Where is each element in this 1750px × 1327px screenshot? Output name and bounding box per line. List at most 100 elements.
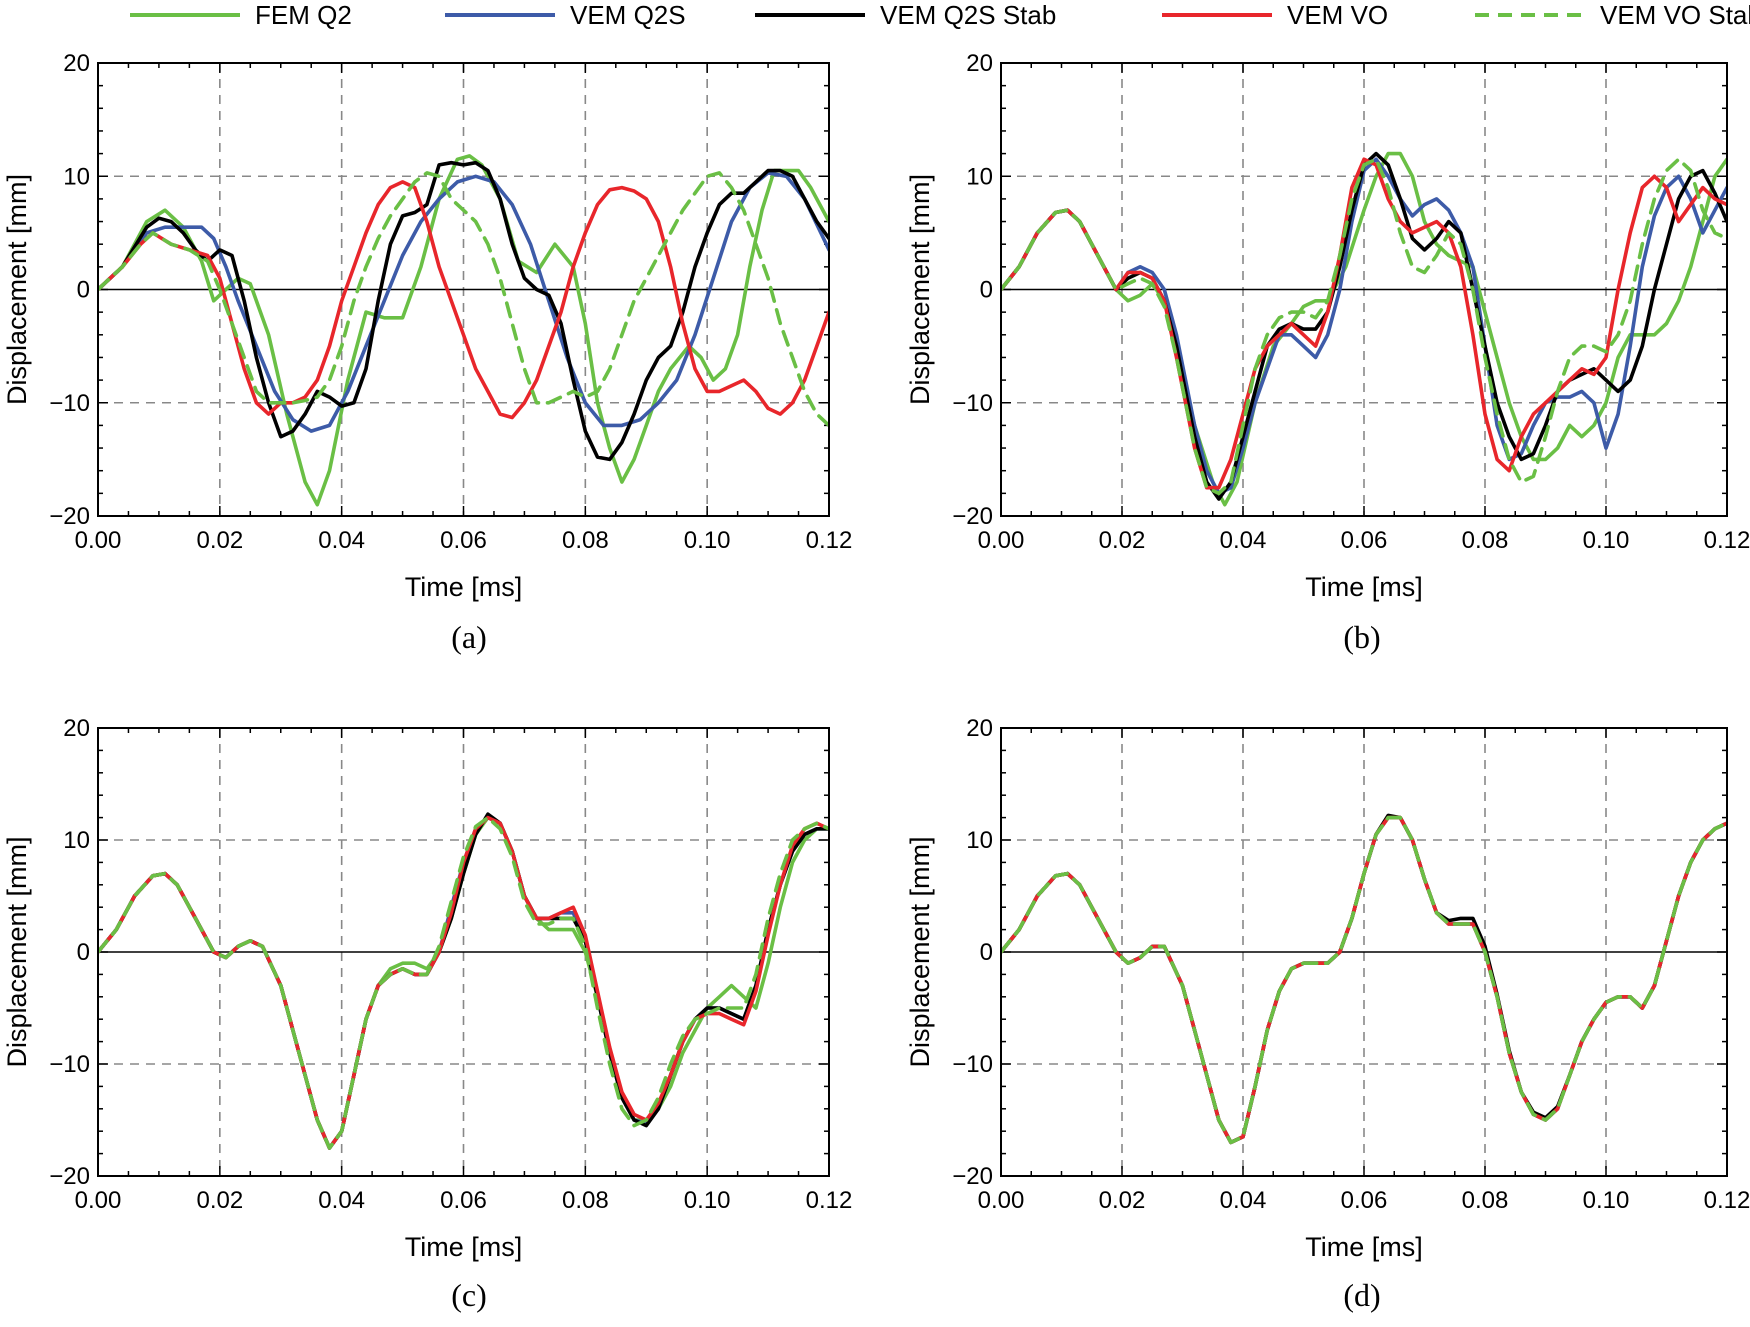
x-tick-label: 0.08 bbox=[562, 527, 609, 554]
y-tick-label: −10 bbox=[952, 1051, 993, 1078]
y-tick-labels: −20 −10 0 10 20 bbox=[952, 50, 993, 530]
panel-caption: (c) bbox=[451, 1277, 487, 1313]
y-tick-label: 20 bbox=[966, 50, 993, 77]
series-group bbox=[98, 812, 829, 1150]
y-axis-label: Displacement [mm] bbox=[905, 174, 935, 405]
x-tick-label: 0.10 bbox=[684, 527, 731, 554]
y-tick-label: 0 bbox=[77, 277, 90, 304]
x-tick-label: 0.06 bbox=[440, 527, 487, 554]
series-vem-q2s bbox=[1001, 815, 1727, 1145]
series-vem-q2s-stab bbox=[98, 160, 829, 462]
x-tick-label: 0.10 bbox=[1583, 1187, 1630, 1214]
x-tick-label: 0.12 bbox=[1704, 527, 1750, 554]
y-tick-labels: −20 −10 0 10 20 bbox=[49, 50, 90, 530]
y-tick-label: 10 bbox=[63, 827, 90, 854]
series-vem-vo bbox=[98, 180, 829, 420]
x-tick-labels: 0.00 0.02 0.04 0.06 0.08 0.10 0.12 bbox=[978, 1187, 1750, 1214]
legend-label: FEM Q2 bbox=[255, 0, 352, 30]
y-tick-label: −10 bbox=[49, 390, 90, 417]
legend-label: VEM VO Stab bbox=[1600, 0, 1750, 30]
x-tick-label: 0.04 bbox=[318, 1187, 365, 1214]
y-tick-label: 0 bbox=[980, 939, 993, 966]
x-tick-labels: 0.00 0.02 0.04 0.06 0.08 0.10 0.12 bbox=[75, 1187, 853, 1214]
series-vem-q2s bbox=[98, 171, 829, 433]
y-axis-label: Displacement [mm] bbox=[905, 836, 935, 1067]
y-tick-label: −20 bbox=[49, 503, 90, 530]
y-tick-label: 20 bbox=[63, 50, 90, 77]
panel-a: 0.00 0.02 0.04 0.06 0.08 0.10 0.12 −20 −10 0 10 20 T… bbox=[2, 50, 852, 655]
y-tick-labels: −20 −10 0 10 20 bbox=[952, 715, 993, 1190]
y-axis-label: Displacement [mm] bbox=[2, 174, 32, 405]
x-tick-label: 0.08 bbox=[562, 1187, 609, 1214]
x-tick-label: 0.00 bbox=[75, 1187, 122, 1214]
series-fem-q2 bbox=[1001, 815, 1727, 1145]
x-tick-label: 0.04 bbox=[1220, 527, 1267, 554]
x-tick-label: 0.04 bbox=[318, 527, 365, 554]
legend: FEM Q2 VEM Q2S VEM Q2S Stab VEM VO VEM VO St… bbox=[130, 0, 1750, 30]
x-tick-label: 0.00 bbox=[978, 1187, 1025, 1214]
legend-item: FEM Q2 bbox=[130, 0, 352, 30]
x-tick-label: 0.10 bbox=[1583, 527, 1630, 554]
legend-item: VEM VO bbox=[1162, 0, 1388, 30]
y-tick-label: 0 bbox=[77, 939, 90, 966]
series-group bbox=[1001, 151, 1727, 507]
x-axis-label: Time [ms] bbox=[405, 572, 523, 602]
plot-frame bbox=[97, 62, 830, 517]
series-vem-vo-stab bbox=[98, 171, 829, 428]
series-vem-q2s bbox=[1001, 157, 1727, 496]
x-tick-label: 0.08 bbox=[1462, 527, 1509, 554]
x-tick-label: 0.04 bbox=[1220, 1187, 1267, 1214]
y-tick-labels: −20 −10 0 10 20 bbox=[49, 715, 90, 1190]
series-vem-vo-stab bbox=[1001, 157, 1727, 496]
y-tick-label: −10 bbox=[952, 390, 993, 417]
y-axis-label: Displacement [mm] bbox=[2, 836, 32, 1067]
y-tick-label: −20 bbox=[952, 1163, 993, 1190]
y-tick-label: −20 bbox=[952, 503, 993, 530]
legend-item: VEM Q2S Stab bbox=[755, 0, 1056, 30]
x-axis-label: Time [ms] bbox=[1305, 572, 1423, 602]
series-vem-vo bbox=[1001, 157, 1727, 490]
x-tick-label: 0.02 bbox=[1099, 1187, 1146, 1214]
panel-caption: (b) bbox=[1343, 619, 1380, 655]
x-axis-label: Time [ms] bbox=[1305, 1232, 1423, 1262]
x-tick-labels: 0.00 0.02 0.04 0.06 0.08 0.10 0.12 bbox=[978, 527, 1750, 554]
y-tick-label: 0 bbox=[980, 277, 993, 304]
legend-label: VEM Q2S bbox=[570, 0, 686, 30]
x-tick-label: 0.00 bbox=[75, 527, 122, 554]
y-tick-label: 10 bbox=[63, 163, 90, 190]
legend-item: VEM Q2S bbox=[445, 0, 686, 30]
y-tick-label: 10 bbox=[966, 163, 993, 190]
y-tick-label: −10 bbox=[49, 1051, 90, 1078]
panel-b: 0.00 0.02 0.04 0.06 0.08 0.10 0.12 −20 −10 0 10 20 T… bbox=[905, 50, 1750, 655]
series-group bbox=[98, 154, 829, 507]
series-fem-q2 bbox=[1001, 151, 1727, 507]
plot-frame bbox=[1000, 727, 1728, 1177]
x-tick-label: 0.06 bbox=[1341, 527, 1388, 554]
y-tick-label: 20 bbox=[63, 715, 90, 742]
legend-item: VEM VO Stab bbox=[1475, 0, 1750, 30]
x-tick-label: 0.02 bbox=[1099, 527, 1146, 554]
panel-d: 0.00 0.02 0.04 0.06 0.08 0.10 0.12 −20 −10 0 10 20 T… bbox=[905, 715, 1750, 1313]
x-tick-label: 0.00 bbox=[978, 527, 1025, 554]
series-vem-vo-stab bbox=[1001, 815, 1727, 1145]
legend-label: VEM VO bbox=[1287, 0, 1388, 30]
plot-frame bbox=[97, 727, 830, 1177]
series-vem-vo-stab bbox=[98, 815, 829, 1150]
x-tick-label: 0.06 bbox=[440, 1187, 487, 1214]
x-tick-label: 0.10 bbox=[684, 1187, 731, 1214]
plot-frame bbox=[1000, 62, 1728, 517]
y-tick-label: −20 bbox=[49, 1163, 90, 1190]
panel-caption: (a) bbox=[451, 619, 487, 655]
x-tick-label: 0.06 bbox=[1341, 1187, 1388, 1214]
panel-caption: (d) bbox=[1343, 1277, 1380, 1313]
x-tick-label: 0.12 bbox=[806, 527, 853, 554]
x-tick-label: 0.12 bbox=[806, 1187, 853, 1214]
x-tick-label: 0.02 bbox=[196, 1187, 243, 1214]
x-tick-labels: 0.00 0.02 0.04 0.06 0.08 0.10 0.12 bbox=[75, 527, 853, 554]
panel-c: 0.00 0.02 0.04 0.06 0.08 0.10 0.12 −20 −10 0 10 20 T… bbox=[2, 715, 852, 1313]
series-vem-vo bbox=[1001, 815, 1727, 1145]
x-axis-label: Time [ms] bbox=[405, 1232, 523, 1262]
x-tick-label: 0.02 bbox=[196, 527, 243, 554]
x-tick-label: 0.08 bbox=[1462, 1187, 1509, 1214]
